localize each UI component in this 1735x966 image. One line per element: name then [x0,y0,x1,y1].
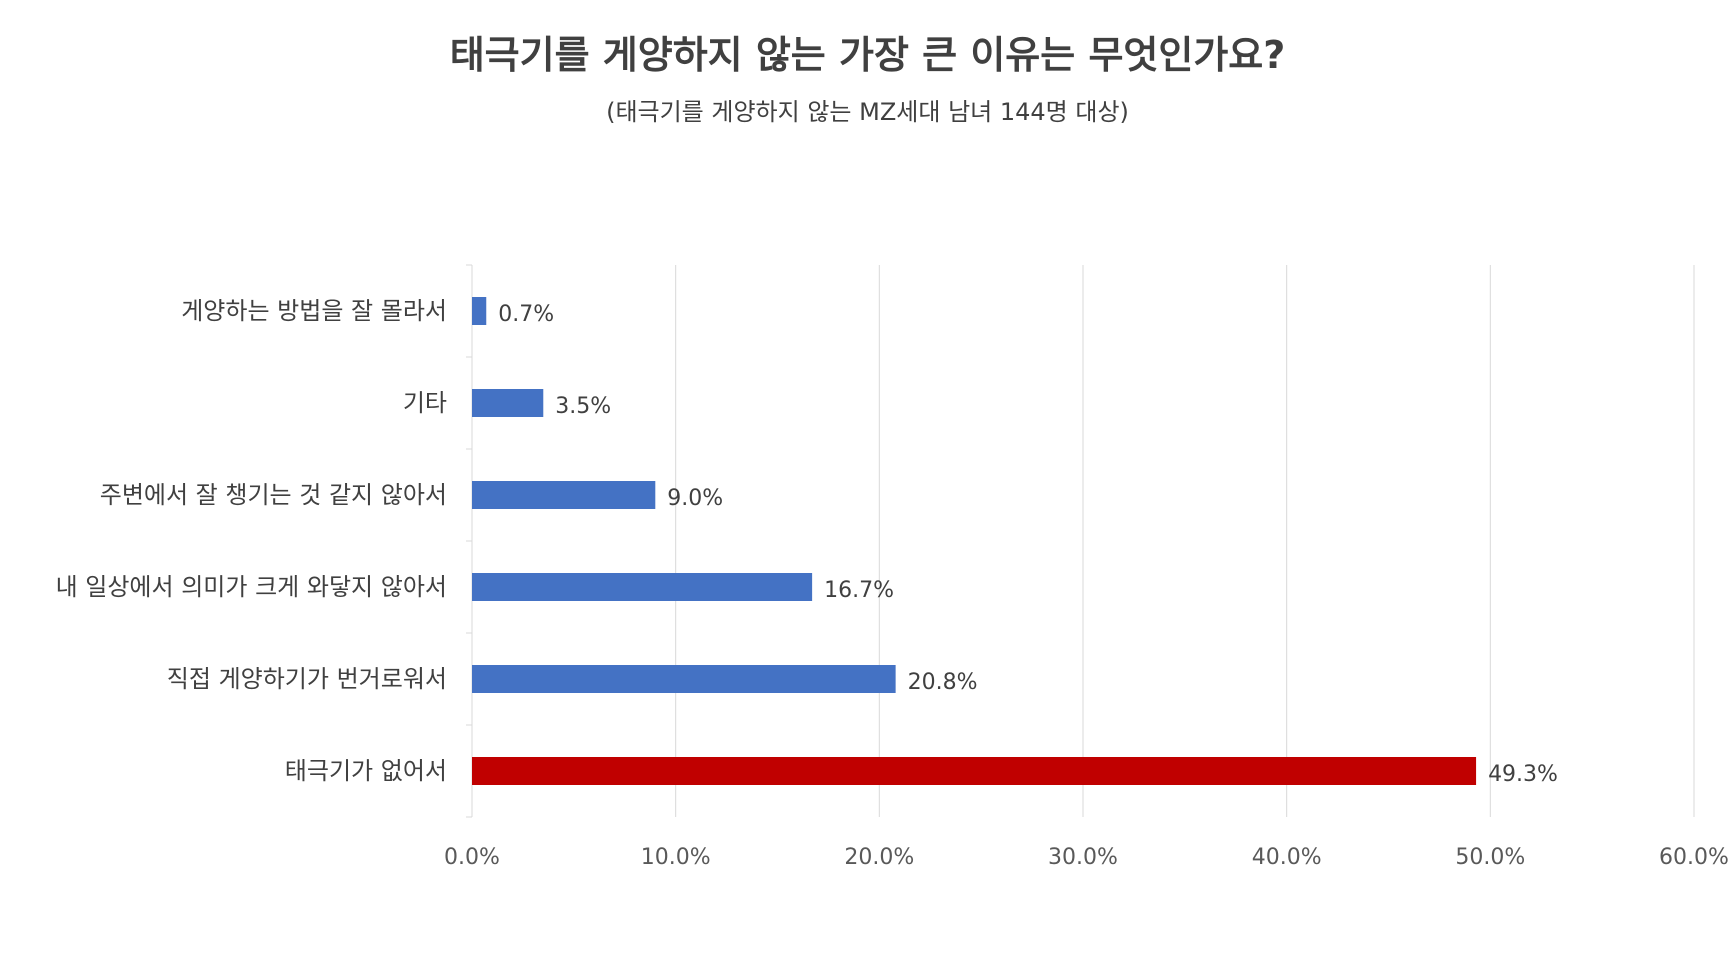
bar [472,389,544,417]
bar [472,573,813,601]
x-axis-tick-labels: 0.0% 10.0% 20.0% 30.0% 40.0% 50.0% 60.0% [444,845,1729,870]
data-label: 20.8% [908,670,978,695]
value-labels: 0.7% 3.5% 9.0% 16.7% 20.8% 49.3% [498,302,1558,787]
chart-title: 태극기를 게양하지 않는 가장 큰 이유는 무엇인가요? [449,33,1286,77]
category-label: 태극기가 없어서 [285,757,447,785]
x-tick-label: 10.0% [641,845,711,870]
bars [472,297,1477,785]
gridlines [466,264,1695,818]
bar [472,297,487,325]
x-tick-label: 50.0% [1455,845,1525,870]
data-label: 49.3% [1488,762,1558,787]
category-label: 게양하는 방법을 잘 몰라서 [181,297,447,325]
x-tick-label: 40.0% [1252,845,1322,870]
category-label: 주변에서 잘 챙기는 것 같지 않아서 [100,481,447,509]
data-label: 16.7% [824,578,894,603]
bar [472,665,896,693]
bar [472,757,1477,785]
category-label: 내 일상에서 의미가 크게 와닿지 않아서 [56,573,447,601]
x-tick-label: 20.0% [844,845,914,870]
data-label: 3.5% [555,394,611,419]
category-label: 기타 [403,389,447,417]
chart-subtitle: (태극기를 게양하지 않는 MZ세대 남녀 144명 대상) [606,98,1129,126]
category-label: 직접 게양하기가 번거로워서 [167,665,447,693]
data-label: 0.7% [498,302,554,327]
data-label: 9.0% [667,486,723,511]
x-tick-label: 0.0% [444,845,500,870]
bar [472,481,656,509]
x-tick-label: 30.0% [1048,845,1118,870]
x-tick-label: 60.0% [1659,845,1729,870]
